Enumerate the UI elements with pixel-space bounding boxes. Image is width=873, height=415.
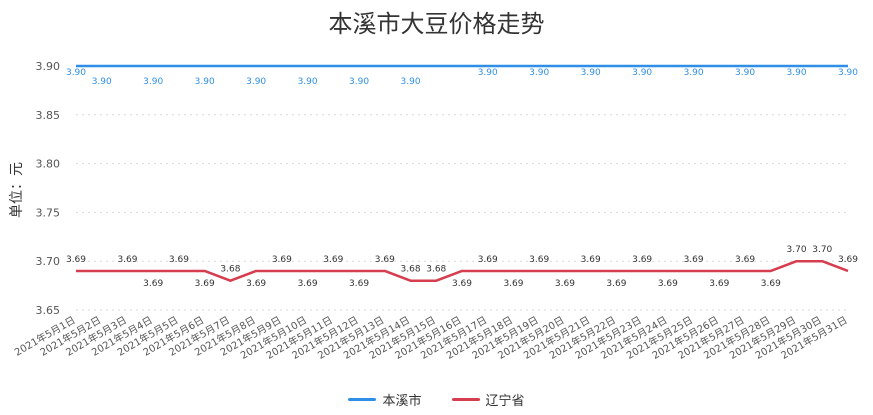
legend-item-liaoning[interactable]: 辽宁省 (451, 390, 525, 409)
data-label: 3.90 (143, 77, 163, 87)
data-label: 3.69 (529, 255, 549, 265)
data-label: 3.90 (787, 68, 807, 78)
data-label: 3.90 (684, 68, 704, 78)
data-label: 3.90 (581, 68, 601, 78)
y-tick-label: 3.80 (36, 158, 61, 171)
data-label: 3.69 (195, 279, 215, 289)
data-label: 3.69 (66, 255, 86, 265)
data-label: 3.69 (735, 255, 755, 265)
data-label: 3.69 (632, 255, 652, 265)
data-label: 3.69 (246, 279, 266, 289)
data-label: 3.69 (323, 255, 343, 265)
y-tick-label: 3.85 (36, 109, 61, 122)
y-tick-label: 3.75 (36, 206, 61, 219)
data-label: 3.69 (169, 255, 189, 265)
data-label: 3.69 (452, 279, 472, 289)
data-label: 3.69 (143, 279, 163, 289)
data-label: 3.69 (684, 255, 704, 265)
data-label: 3.69 (503, 279, 523, 289)
data-label: 3.90 (478, 68, 498, 78)
data-label: 3.68 (220, 265, 240, 275)
data-label: 3.69 (658, 279, 678, 289)
data-label: 3.90 (92, 77, 112, 87)
chart-title: 本溪市大豆价格走势 (328, 10, 545, 38)
data-label: 3.69 (298, 279, 318, 289)
data-label: 3.69 (272, 255, 292, 265)
data-label: 3.90 (349, 77, 369, 87)
data-label: 3.90 (529, 68, 549, 78)
y-tick-label: 3.65 (36, 304, 61, 317)
data-label: 3.69 (709, 279, 729, 289)
data-label: 3.90 (246, 77, 266, 87)
legend-swatch-liaoning (451, 398, 480, 401)
y-tick-label: 3.90 (36, 60, 61, 73)
data-label: 3.69 (761, 279, 781, 289)
data-label: 3.68 (426, 265, 446, 275)
legend-swatch-benxi (348, 398, 377, 401)
legend-label-benxi: 本溪市 (382, 394, 422, 409)
legend: 本溪市 辽宁省 (0, 390, 873, 409)
data-label: 3.90 (401, 77, 421, 87)
legend-item-benxi[interactable]: 本溪市 (348, 390, 422, 409)
data-label: 3.70 (812, 245, 832, 255)
data-label: 3.69 (838, 255, 858, 265)
data-label: 3.70 (787, 245, 807, 255)
data-label: 3.69 (349, 279, 369, 289)
data-label: 3.69 (581, 255, 601, 265)
data-label: 3.90 (66, 68, 86, 78)
data-label: 3.90 (298, 77, 318, 87)
legend-label-liaoning: 辽宁省 (485, 394, 525, 409)
data-label: 3.90 (735, 68, 755, 78)
data-label: 3.68 (401, 265, 421, 275)
data-label: 3.69 (606, 279, 626, 289)
data-label: 3.90 (195, 77, 215, 87)
y-tick-label: 3.70 (36, 255, 61, 268)
data-label: 3.69 (555, 279, 575, 289)
data-label: 3.69 (375, 255, 395, 265)
data-label: 3.69 (117, 255, 137, 265)
data-label: 3.90 (632, 68, 652, 78)
data-label: 3.90 (838, 68, 858, 78)
data-label: 3.69 (478, 255, 498, 265)
